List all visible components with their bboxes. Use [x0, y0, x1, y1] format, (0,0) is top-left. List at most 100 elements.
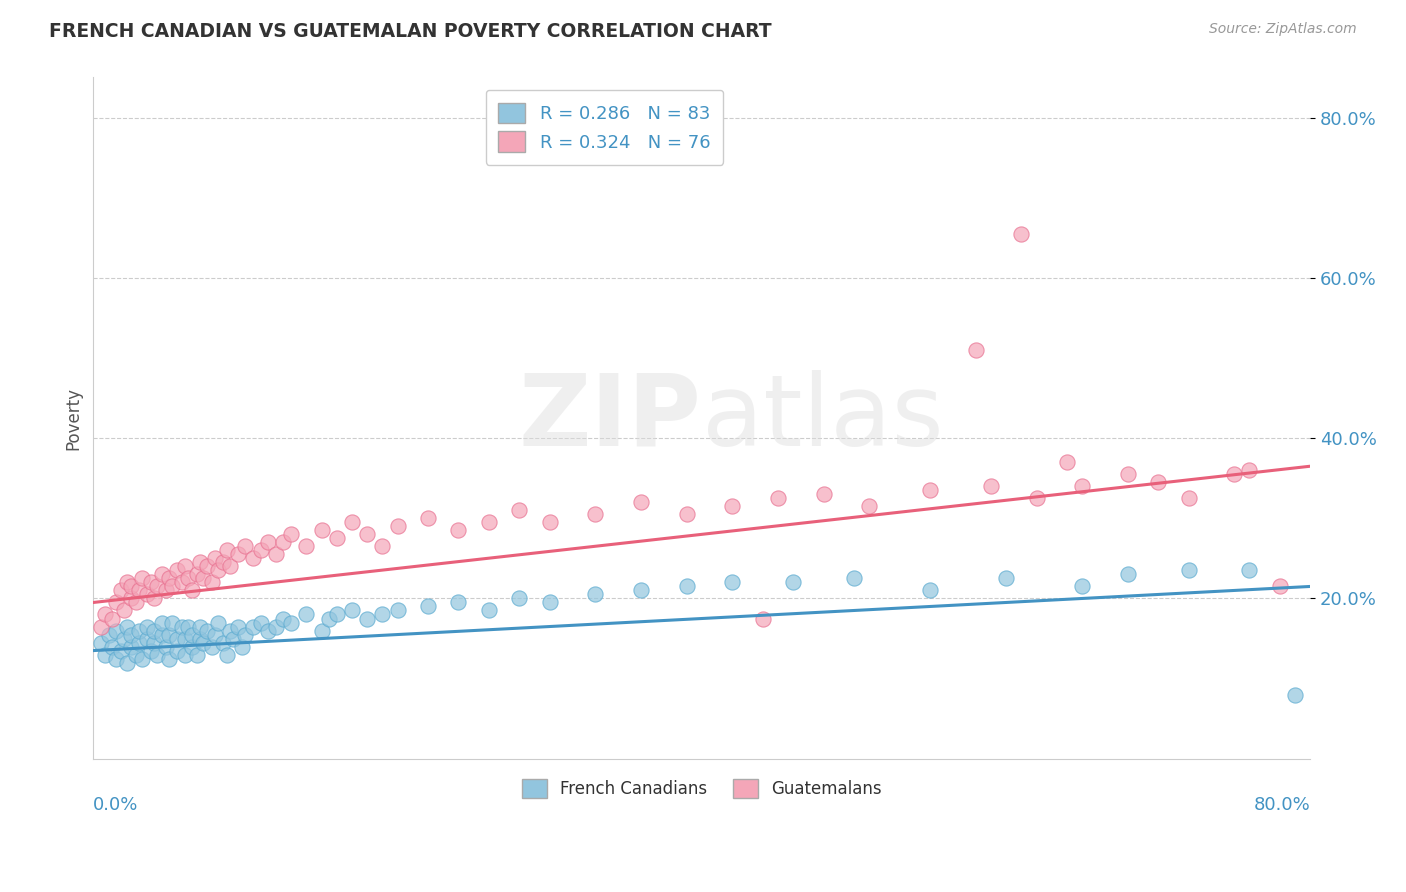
Point	[918, 483, 941, 498]
Point	[143, 635, 166, 649]
Point	[173, 559, 195, 574]
Point	[219, 559, 242, 574]
Point	[207, 615, 229, 630]
Point	[280, 527, 302, 541]
Point	[1239, 463, 1261, 477]
Point	[318, 611, 340, 625]
Point	[166, 643, 188, 657]
Point	[538, 516, 561, 530]
Point	[1025, 491, 1047, 506]
Point	[311, 624, 333, 638]
Point	[139, 575, 162, 590]
Point	[675, 508, 697, 522]
Point	[157, 571, 180, 585]
Point	[94, 648, 117, 662]
Point	[508, 503, 530, 517]
Point	[105, 651, 128, 665]
Point	[226, 548, 249, 562]
Point	[173, 632, 195, 646]
Point	[204, 551, 226, 566]
Point	[538, 595, 561, 609]
Point	[1071, 479, 1094, 493]
Point	[447, 524, 470, 538]
Point	[181, 640, 204, 654]
Point	[1116, 567, 1139, 582]
Point	[170, 575, 193, 590]
Point	[1177, 563, 1199, 577]
Point	[766, 491, 789, 506]
Point	[583, 587, 606, 601]
Point	[242, 551, 264, 566]
Point	[235, 627, 257, 641]
Point	[630, 583, 652, 598]
Text: 80.0%: 80.0%	[1254, 797, 1310, 814]
Point	[143, 591, 166, 606]
Point	[150, 627, 173, 641]
Point	[150, 567, 173, 582]
Point	[242, 619, 264, 633]
Point	[90, 635, 112, 649]
Point	[135, 587, 157, 601]
Point	[273, 611, 295, 625]
Point	[249, 543, 271, 558]
Point	[842, 571, 865, 585]
Point	[257, 535, 280, 549]
Point	[135, 632, 157, 646]
Point	[387, 519, 409, 533]
Text: atlas: atlas	[702, 369, 943, 467]
Point	[751, 611, 773, 625]
Point	[447, 595, 470, 609]
Point	[166, 632, 188, 646]
Point	[1056, 455, 1078, 469]
Point	[416, 599, 439, 614]
Point	[166, 563, 188, 577]
Point	[416, 511, 439, 525]
Point	[235, 540, 257, 554]
Point	[162, 579, 184, 593]
Point	[340, 603, 363, 617]
Point	[139, 643, 162, 657]
Point	[675, 579, 697, 593]
Point	[1147, 475, 1170, 490]
Point	[249, 615, 271, 630]
Point	[1223, 467, 1246, 482]
Point	[1116, 467, 1139, 482]
Point	[105, 624, 128, 638]
Point	[273, 535, 295, 549]
Point	[264, 548, 287, 562]
Point	[1010, 227, 1032, 241]
Point	[191, 635, 214, 649]
Point	[222, 632, 245, 646]
Point	[508, 591, 530, 606]
Point	[100, 640, 122, 654]
Point	[782, 575, 804, 590]
Point	[170, 619, 193, 633]
Point	[188, 555, 211, 569]
Point	[125, 648, 148, 662]
Point	[120, 579, 142, 593]
Point	[356, 611, 378, 625]
Legend: French Canadians, Guatemalans: French Canadians, Guatemalans	[516, 772, 889, 805]
Point	[295, 540, 318, 554]
Point	[162, 615, 184, 630]
Point	[356, 527, 378, 541]
Point	[181, 583, 204, 598]
Point	[150, 615, 173, 630]
Point	[120, 591, 142, 606]
Point	[120, 627, 142, 641]
Point	[186, 648, 208, 662]
Point	[478, 516, 501, 530]
Point	[371, 540, 394, 554]
Point	[478, 603, 501, 617]
Point	[181, 627, 204, 641]
Point	[995, 571, 1018, 585]
Point	[1284, 688, 1306, 702]
Point	[186, 567, 208, 582]
Point	[1177, 491, 1199, 506]
Point	[211, 555, 233, 569]
Point	[280, 615, 302, 630]
Point	[325, 532, 347, 546]
Point	[630, 495, 652, 509]
Point	[231, 640, 253, 654]
Point	[217, 543, 239, 558]
